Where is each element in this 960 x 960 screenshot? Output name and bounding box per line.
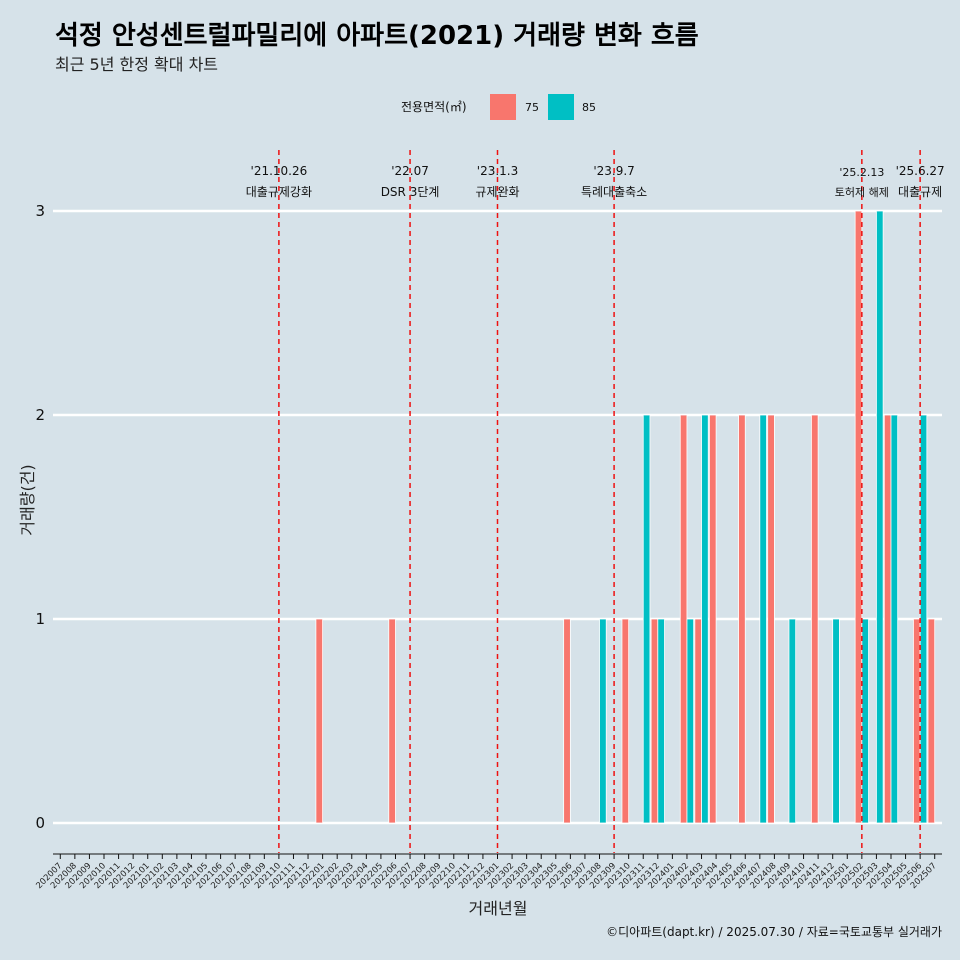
bar-85-202311 <box>642 414 651 824</box>
event-label: 대출규제강화 <box>246 185 312 199</box>
y-tick-label: 2 <box>35 406 45 424</box>
legend-label-75: 75 <box>525 101 539 114</box>
bar-85-202308 <box>599 618 607 824</box>
legend: 전용면적(㎡) 75 85 <box>401 94 596 120</box>
bar-85-202502 <box>861 618 869 824</box>
bar-75-202206 <box>388 618 396 824</box>
legend-key-85 <box>548 94 574 120</box>
event-date-label: '22.07 <box>391 164 429 178</box>
bar-85-202506 <box>919 414 928 824</box>
bar-85-202312 <box>657 618 665 824</box>
event-lines <box>278 150 921 853</box>
bar-85-202407 <box>759 414 767 824</box>
event-label: 대출규제 <box>898 185 942 199</box>
bar-85-202412 <box>832 618 840 824</box>
bar-85-202409 <box>788 618 797 824</box>
y-tick-label: 3 <box>35 202 45 220</box>
event-date-label: '23.9.7 <box>593 164 634 178</box>
bar-75-202504 <box>883 414 892 824</box>
legend-key-75 <box>490 94 516 120</box>
bar-75-202201 <box>315 618 324 824</box>
bar-75-202404 <box>709 414 717 824</box>
event-date-label: '25.6.27 <box>896 164 945 178</box>
event-date-label: '21.10.26 <box>251 164 308 178</box>
event-date-label: '25.2.13 <box>839 166 884 179</box>
bar-75-202406 <box>738 414 746 824</box>
y-tick-label: 1 <box>35 610 45 628</box>
event-label: 토허제 해제 <box>835 185 889 199</box>
event-label: 특례대출축소 <box>581 185 647 199</box>
bar-85-202403 <box>701 414 709 824</box>
bar-75-202507 <box>927 618 936 824</box>
y-tick-label: 0 <box>35 814 45 832</box>
bar-75-202306 <box>563 618 571 824</box>
bars <box>315 210 936 824</box>
bar-75-202502 <box>854 210 863 824</box>
event-annotations: '21.10.26 대출규제강화 '22.07 DSR 3단계 '23.1.3 규제완화 '… <box>246 164 945 199</box>
event-label: DSR 3단계 <box>381 185 440 199</box>
bar-75-202411 <box>811 414 819 824</box>
bar-75-202310 <box>621 618 630 824</box>
x-axis: 2020072020082020092020102020112020122021… <box>34 853 942 891</box>
event-label: 규제완화 <box>475 185 519 199</box>
bar-75-202312 <box>650 618 659 824</box>
bar-75-202403 <box>694 618 702 824</box>
bar-75-202408 <box>767 414 775 824</box>
bar-85-202504 <box>890 414 899 824</box>
legend-title: 전용면적(㎡) <box>401 100 467 114</box>
bar-85-202402 <box>686 618 695 824</box>
y-axis-ticks: 0 1 2 3 <box>35 202 45 832</box>
gridlines <box>53 209 942 825</box>
caption: ©디아파트(dapt.kr) / 2025.07.30 / 자료=국토교통부 실… <box>606 925 942 939</box>
bar-75-202402 <box>679 414 688 824</box>
bar-85-202503 <box>876 210 884 824</box>
chart-subtitle: 최근 5년 한정 확대 차트 <box>55 55 218 74</box>
y-axis-title: 거래량(건) <box>18 464 37 535</box>
x-axis-title: 거래년월 <box>469 899 528 918</box>
event-date-label: '23.1.3 <box>477 164 518 178</box>
bar-75-202506 <box>913 618 921 824</box>
chart-title: 석정 안성센트럴파밀리에 아파트(2021) 거래량 변화 흐름 <box>55 21 699 51</box>
legend-label-85: 85 <box>582 101 596 114</box>
